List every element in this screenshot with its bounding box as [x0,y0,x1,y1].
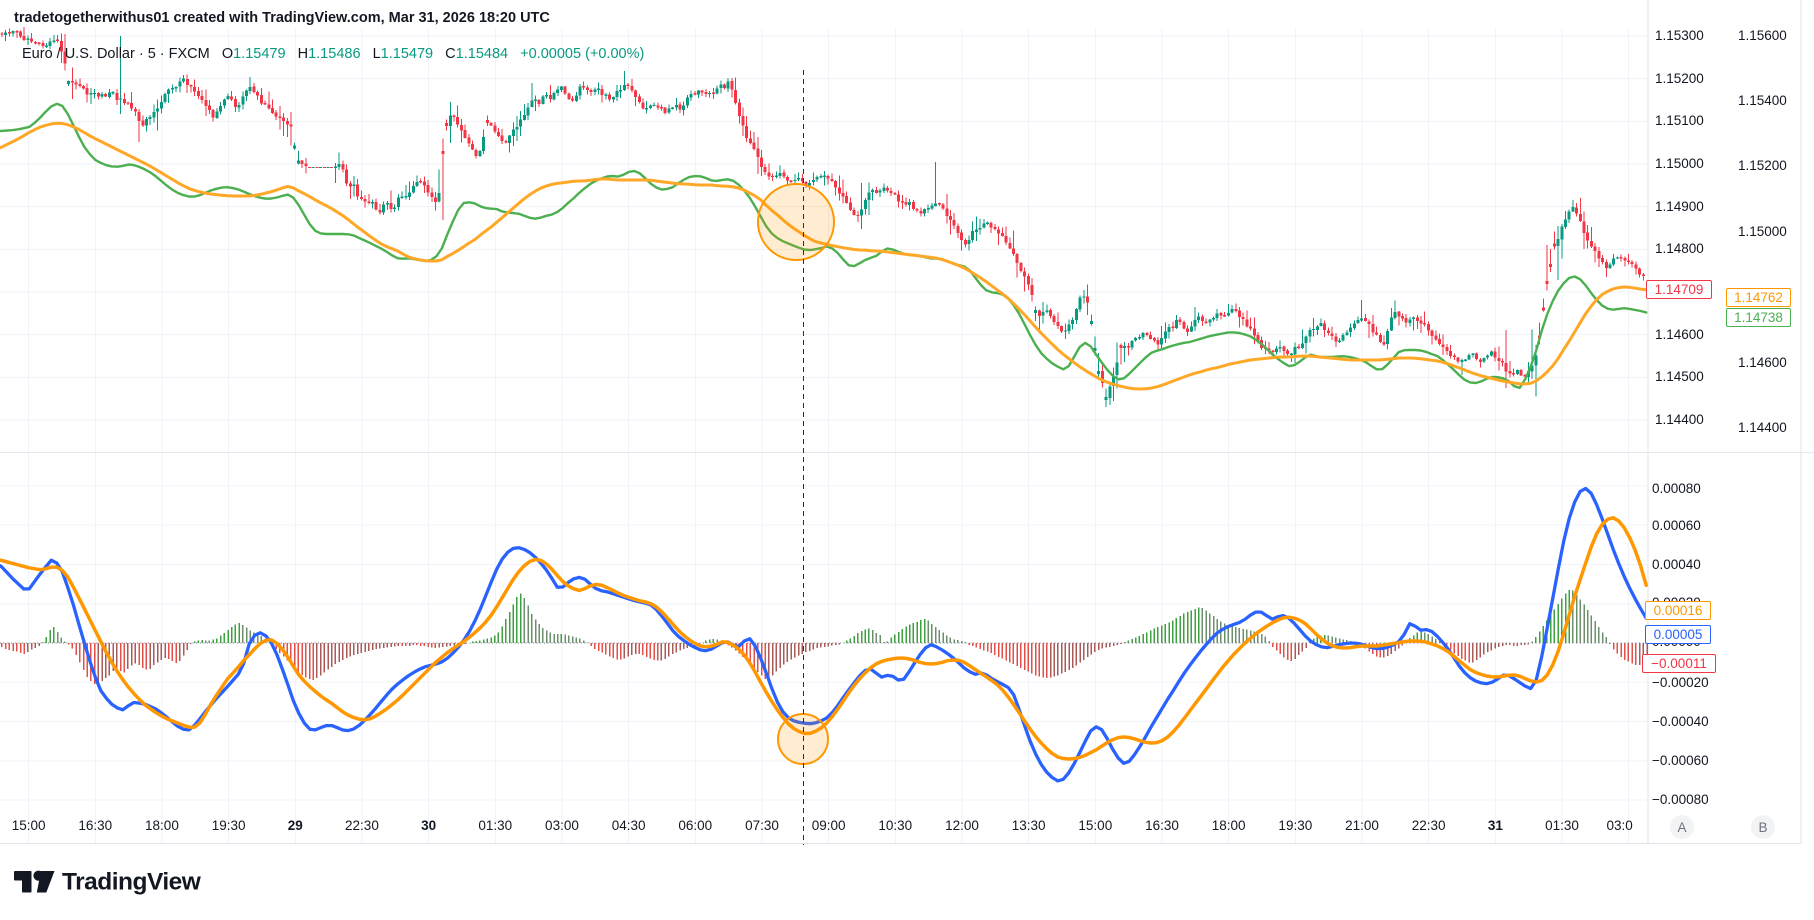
svg-text:TradingView: TradingView [62,869,202,896]
